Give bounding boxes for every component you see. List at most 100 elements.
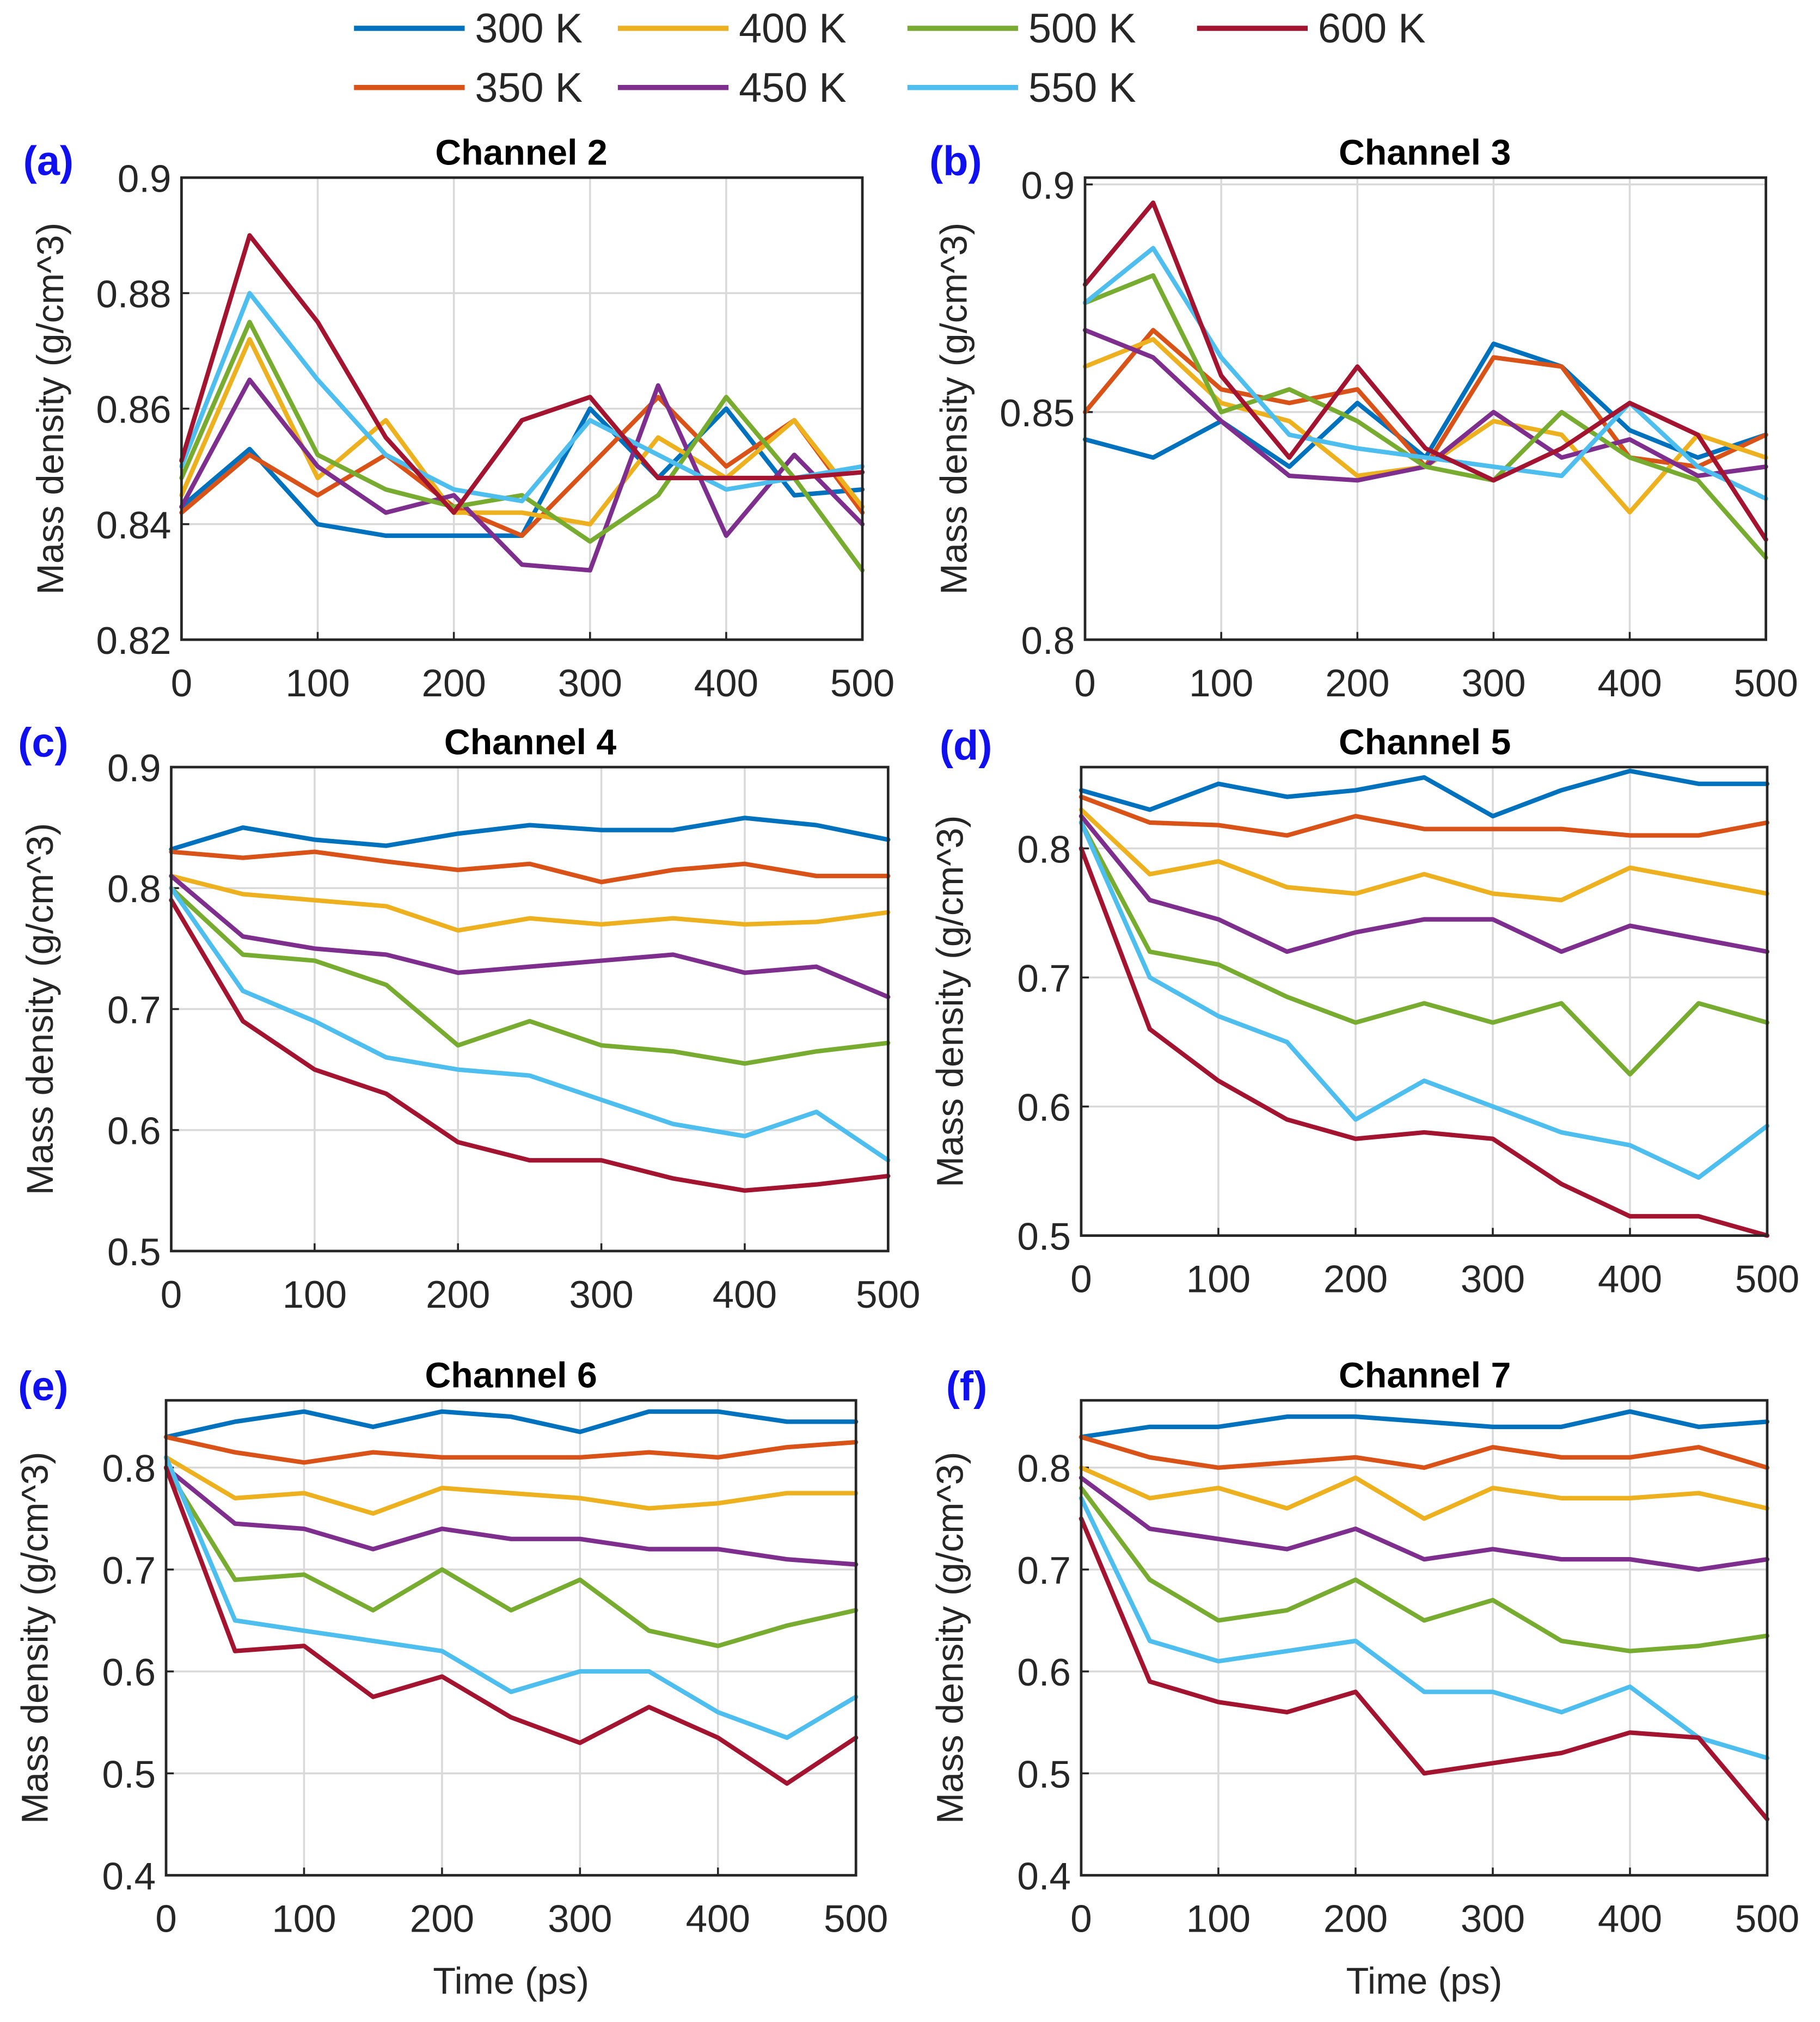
x-tick-label: 200 bbox=[1323, 1258, 1388, 1301]
panels: 0 100 200 300 400 500 0.82 0.84 0.86 0.88 0.9 Chann… bbox=[14, 133, 1800, 2002]
series-line-300k bbox=[1078, 768, 1770, 819]
x-tick-label: 100 bbox=[285, 662, 350, 705]
series-line-350k bbox=[163, 1435, 859, 1465]
y-tick-label: 0.5 bbox=[107, 1231, 161, 1274]
axes-box bbox=[180, 176, 864, 641]
x-tick-label: 100 bbox=[1186, 1898, 1251, 1941]
x-tick-label: 100 bbox=[283, 1273, 347, 1316]
y-tick-label: 0.7 bbox=[102, 1549, 156, 1592]
y-tick-label: 0.8 bbox=[1021, 620, 1075, 663]
x-tick-label: 500 bbox=[824, 1898, 888, 1941]
series-line-350k bbox=[179, 395, 865, 538]
x-tick-label: 400 bbox=[1597, 662, 1662, 705]
legend-entry-500k: 500 K bbox=[907, 6, 1136, 52]
x-tick-label: 300 bbox=[1461, 1898, 1525, 1941]
x-tick-label: 100 bbox=[1186, 1258, 1251, 1301]
x-tick-label: 300 bbox=[558, 662, 622, 705]
panel-a: 0 100 200 300 400 500 0.82 0.84 0.86 0.88 0.9 Chann… bbox=[23, 133, 895, 705]
legend-entry-350k: 350 K bbox=[354, 65, 583, 111]
x-tick-label: 0 bbox=[161, 1273, 182, 1316]
panel-title: Channel 4 bbox=[444, 722, 616, 762]
axes-box bbox=[164, 1399, 857, 1877]
x-tick-label: 0 bbox=[1070, 1898, 1092, 1941]
panel-letter: (f) bbox=[946, 1364, 988, 1410]
y-tick-label: 0.8 bbox=[1017, 1448, 1071, 1491]
legend-label: 350 K bbox=[475, 65, 583, 111]
y-tick-label: 0.6 bbox=[1017, 1086, 1071, 1129]
axes-box bbox=[170, 765, 890, 1253]
y-axis-label: Mass density (g/cm^3) bbox=[929, 816, 971, 1188]
legend-label: 550 K bbox=[1028, 65, 1136, 111]
x-tick-label: 200 bbox=[422, 662, 486, 705]
y-tick-label: 0.7 bbox=[1017, 957, 1071, 1000]
y-tick-label: 0.88 bbox=[96, 273, 171, 316]
series-line-550k bbox=[1078, 820, 1770, 1180]
y-axis-label: Mass density (g/cm^3) bbox=[14, 1452, 56, 1824]
series-line-450k bbox=[1078, 813, 1770, 954]
panel-title: Channel 7 bbox=[1339, 1355, 1511, 1395]
series-line-350k bbox=[169, 849, 891, 885]
x-tick-label: 300 bbox=[548, 1898, 612, 1941]
y-axis-label: Mass density (g/cm^3) bbox=[29, 223, 71, 595]
x-tick-label: 300 bbox=[1461, 1258, 1525, 1301]
series-line-450k bbox=[179, 377, 865, 573]
panel-letter: (d) bbox=[940, 723, 992, 769]
y-tick-label: 0.9 bbox=[118, 157, 171, 200]
panel-e: 0 100 200 300 400 500 0.4 0.5 0.6 0.7 0.8 Channel 6… bbox=[14, 1355, 888, 2001]
y-tick-label: 0.5 bbox=[102, 1753, 156, 1796]
y-axis-label: Mass density (g/cm^3) bbox=[19, 823, 61, 1196]
legend: 300 K 350 K 400 K 450 K 500 K 550 K 600 K bbox=[354, 6, 1426, 111]
panel-title: Channel 2 bbox=[435, 133, 607, 173]
series-line-450k bbox=[169, 873, 891, 1000]
y-tick-label: 0.84 bbox=[96, 504, 171, 547]
y-tick-label: 0.6 bbox=[107, 1110, 161, 1153]
y-tick-label: 0.8 bbox=[102, 1448, 156, 1491]
series-line-400k bbox=[1078, 807, 1770, 903]
legend-label: 500 K bbox=[1028, 6, 1136, 52]
y-tick-label: 0.4 bbox=[102, 1855, 156, 1898]
series-line-450k bbox=[1078, 1475, 1770, 1572]
legend-label: 600 K bbox=[1318, 6, 1426, 52]
axes-box bbox=[1080, 765, 1769, 1237]
legend-entry-300k: 300 K bbox=[354, 6, 583, 52]
x-tick-label: 500 bbox=[830, 662, 894, 705]
x-tick-label: 400 bbox=[694, 662, 758, 705]
y-axis-label: Mass density (g/cm^3) bbox=[929, 1452, 971, 1824]
y-tick-label: 0.7 bbox=[107, 989, 161, 1032]
x-tick-label: 100 bbox=[272, 1898, 336, 1941]
x-tick-label: 300 bbox=[569, 1273, 633, 1316]
x-tick-label: 400 bbox=[686, 1898, 750, 1941]
x-tick-label: 0 bbox=[1074, 662, 1095, 705]
series-line-600k bbox=[179, 233, 865, 515]
series-line-600k bbox=[1078, 846, 1770, 1238]
series-line-300k bbox=[1078, 1409, 1770, 1439]
y-tick-label: 0.9 bbox=[107, 747, 161, 790]
x-tick-label: 400 bbox=[713, 1273, 777, 1316]
axes-box bbox=[1080, 1399, 1769, 1877]
legend-entry-400k: 400 K bbox=[617, 6, 847, 52]
panel-letter: (e) bbox=[18, 1364, 68, 1410]
series-line-500k bbox=[1082, 273, 1768, 560]
series-line-500k bbox=[163, 1465, 859, 1649]
x-tick-label: 300 bbox=[1461, 662, 1525, 705]
x-axis-label: Time (ps) bbox=[433, 1960, 589, 2002]
series-line-550k bbox=[1078, 1496, 1770, 1761]
x-tick-label: 500 bbox=[856, 1273, 920, 1316]
panel-title: Channel 5 bbox=[1339, 722, 1511, 762]
plot-area bbox=[1081, 1400, 1767, 1876]
y-tick-label: 0.86 bbox=[96, 389, 171, 432]
x-tick-label: 400 bbox=[1598, 1898, 1662, 1941]
axes-box bbox=[1083, 176, 1767, 641]
y-tick-label: 0.6 bbox=[102, 1651, 156, 1694]
panel-f: 0 100 200 300 400 500 0.4 0.5 0.6 0.7 0.8 Channel 7… bbox=[929, 1355, 1799, 2001]
x-tick-label: 200 bbox=[426, 1273, 490, 1316]
y-tick-label: 0.9 bbox=[1021, 164, 1075, 207]
legend-entry-450k: 450 K bbox=[617, 65, 847, 111]
series-line-400k bbox=[163, 1455, 859, 1516]
series-line-550k bbox=[179, 291, 865, 504]
series-line-500k bbox=[179, 320, 865, 573]
x-tick-label: 0 bbox=[155, 1898, 176, 1941]
legend-label: 400 K bbox=[739, 6, 847, 52]
y-tick-label: 0.8 bbox=[1017, 828, 1071, 871]
